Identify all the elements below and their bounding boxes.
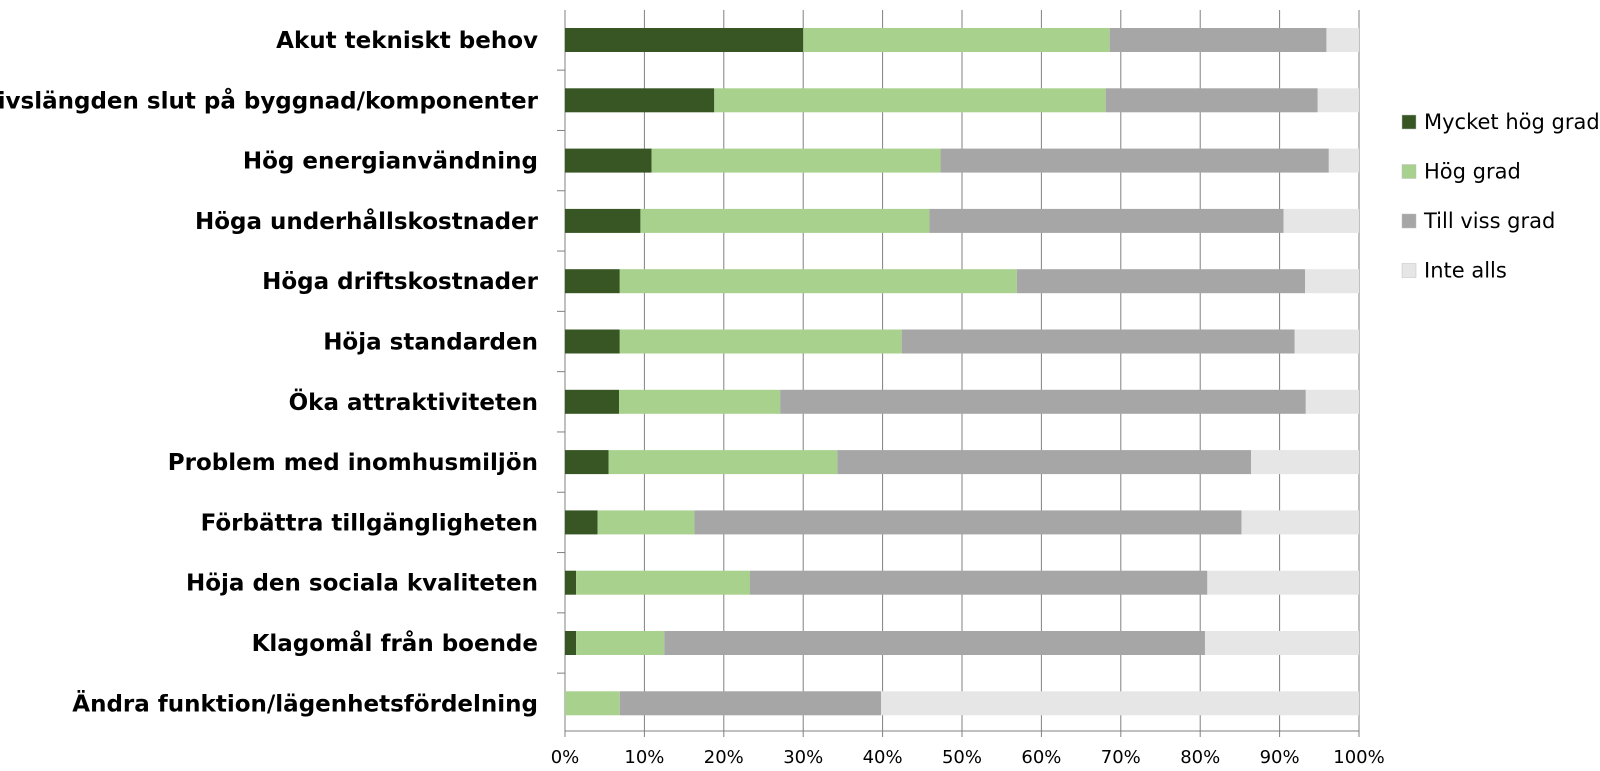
- bar-segment: [1328, 148, 1359, 173]
- bar-segment: [640, 208, 930, 233]
- bar-segment: [1251, 450, 1359, 475]
- x-tick-label: 40%: [863, 747, 903, 768]
- x-tick-label: 70%: [1101, 747, 1141, 768]
- bar-segment: [565, 28, 804, 52]
- legend-label: Hög grad: [1424, 160, 1521, 184]
- bar-segment: [837, 450, 1252, 475]
- category-label: Akut tekniskt behov: [276, 28, 538, 54]
- bar-segment: [618, 389, 781, 414]
- bar-segment: [565, 208, 641, 233]
- bar-segment: [1016, 269, 1306, 294]
- category-label: Ändra funktion/lägenhetsfördelning: [72, 689, 538, 717]
- bar-segment: [565, 570, 577, 595]
- legend-label: Inte alls: [1424, 259, 1507, 283]
- bar-segment: [608, 450, 838, 475]
- x-tick-label: 0%: [551, 747, 580, 768]
- bar-segment: [664, 631, 1205, 655]
- bar-segment: [750, 570, 1208, 595]
- legend-label: Mycket hög grad: [1424, 110, 1600, 134]
- bar-segment: [1207, 570, 1359, 595]
- bar-segment: [565, 631, 577, 655]
- bar-segment: [619, 269, 1017, 294]
- x-tick-label: 80%: [1180, 747, 1220, 768]
- legend-swatch: [1401, 263, 1417, 278]
- bar-segment: [1294, 329, 1359, 354]
- bar-segment: [1241, 510, 1359, 535]
- bar-segment: [597, 510, 695, 535]
- bar-segment: [651, 148, 941, 173]
- category-label: Höga underhållskostnader: [195, 208, 539, 235]
- bar-segment: [565, 389, 619, 414]
- x-tick-label: 60%: [1021, 747, 1061, 768]
- bar-segment: [565, 510, 598, 535]
- category-label: Livslängden slut på byggnad/komponenter: [0, 87, 539, 114]
- bar-segment: [1105, 88, 1318, 113]
- bar-segment: [565, 148, 652, 173]
- bar-segment: [565, 691, 620, 716]
- bar-segment: [901, 329, 1295, 354]
- bar-segment: [803, 28, 1110, 52]
- bar-segment: [619, 691, 882, 716]
- bar-segment: [780, 389, 1306, 414]
- category-label: Förbättra tillgängligheten: [201, 510, 538, 536]
- bar-segment: [881, 691, 1359, 716]
- category-label: Klagomål från boende: [252, 630, 538, 657]
- bar-segment: [1109, 28, 1327, 52]
- bar-segment: [694, 510, 1242, 535]
- legend-swatch: [1401, 213, 1417, 229]
- x-tick-label: 100%: [1333, 747, 1384, 768]
- bar-segment: [565, 329, 620, 354]
- bar-segment: [565, 450, 609, 475]
- legend-swatch: [1401, 164, 1417, 179]
- bar-segment: [940, 148, 1329, 173]
- x-tick-label: 50%: [942, 747, 982, 768]
- legend-swatch: [1401, 114, 1417, 130]
- x-tick-label: 10%: [624, 747, 664, 768]
- x-tick-label: 30%: [783, 747, 823, 768]
- x-tick-label: 90%: [1260, 747, 1300, 768]
- bar-segment: [1305, 389, 1359, 414]
- category-label: Höja den sociala kvaliteten: [186, 571, 538, 597]
- bar-segment: [565, 88, 715, 113]
- bar-segment: [714, 88, 1106, 113]
- category-label: Hög energianvändning: [243, 149, 538, 175]
- category-label: Problem med inomhusmiljön: [168, 450, 538, 476]
- bar-segment: [1305, 269, 1359, 294]
- bar-segment: [1326, 28, 1359, 52]
- x-tick-label: 20%: [704, 747, 744, 768]
- category-label: Höga driftskostnader: [262, 269, 539, 295]
- category-label: Höja standarden: [323, 330, 538, 356]
- legend-label: Till viss grad: [1423, 209, 1555, 233]
- bar-segment: [576, 570, 751, 595]
- category-label: Öka attraktiviteten: [289, 388, 538, 416]
- bar-segment: [576, 631, 665, 655]
- bar-segment: [1204, 631, 1359, 655]
- bar-segment: [619, 329, 902, 354]
- bar-segment: [1317, 88, 1359, 113]
- bar-segment: [565, 269, 620, 294]
- bar-segment: [929, 208, 1284, 233]
- bar-segment: [1283, 208, 1359, 233]
